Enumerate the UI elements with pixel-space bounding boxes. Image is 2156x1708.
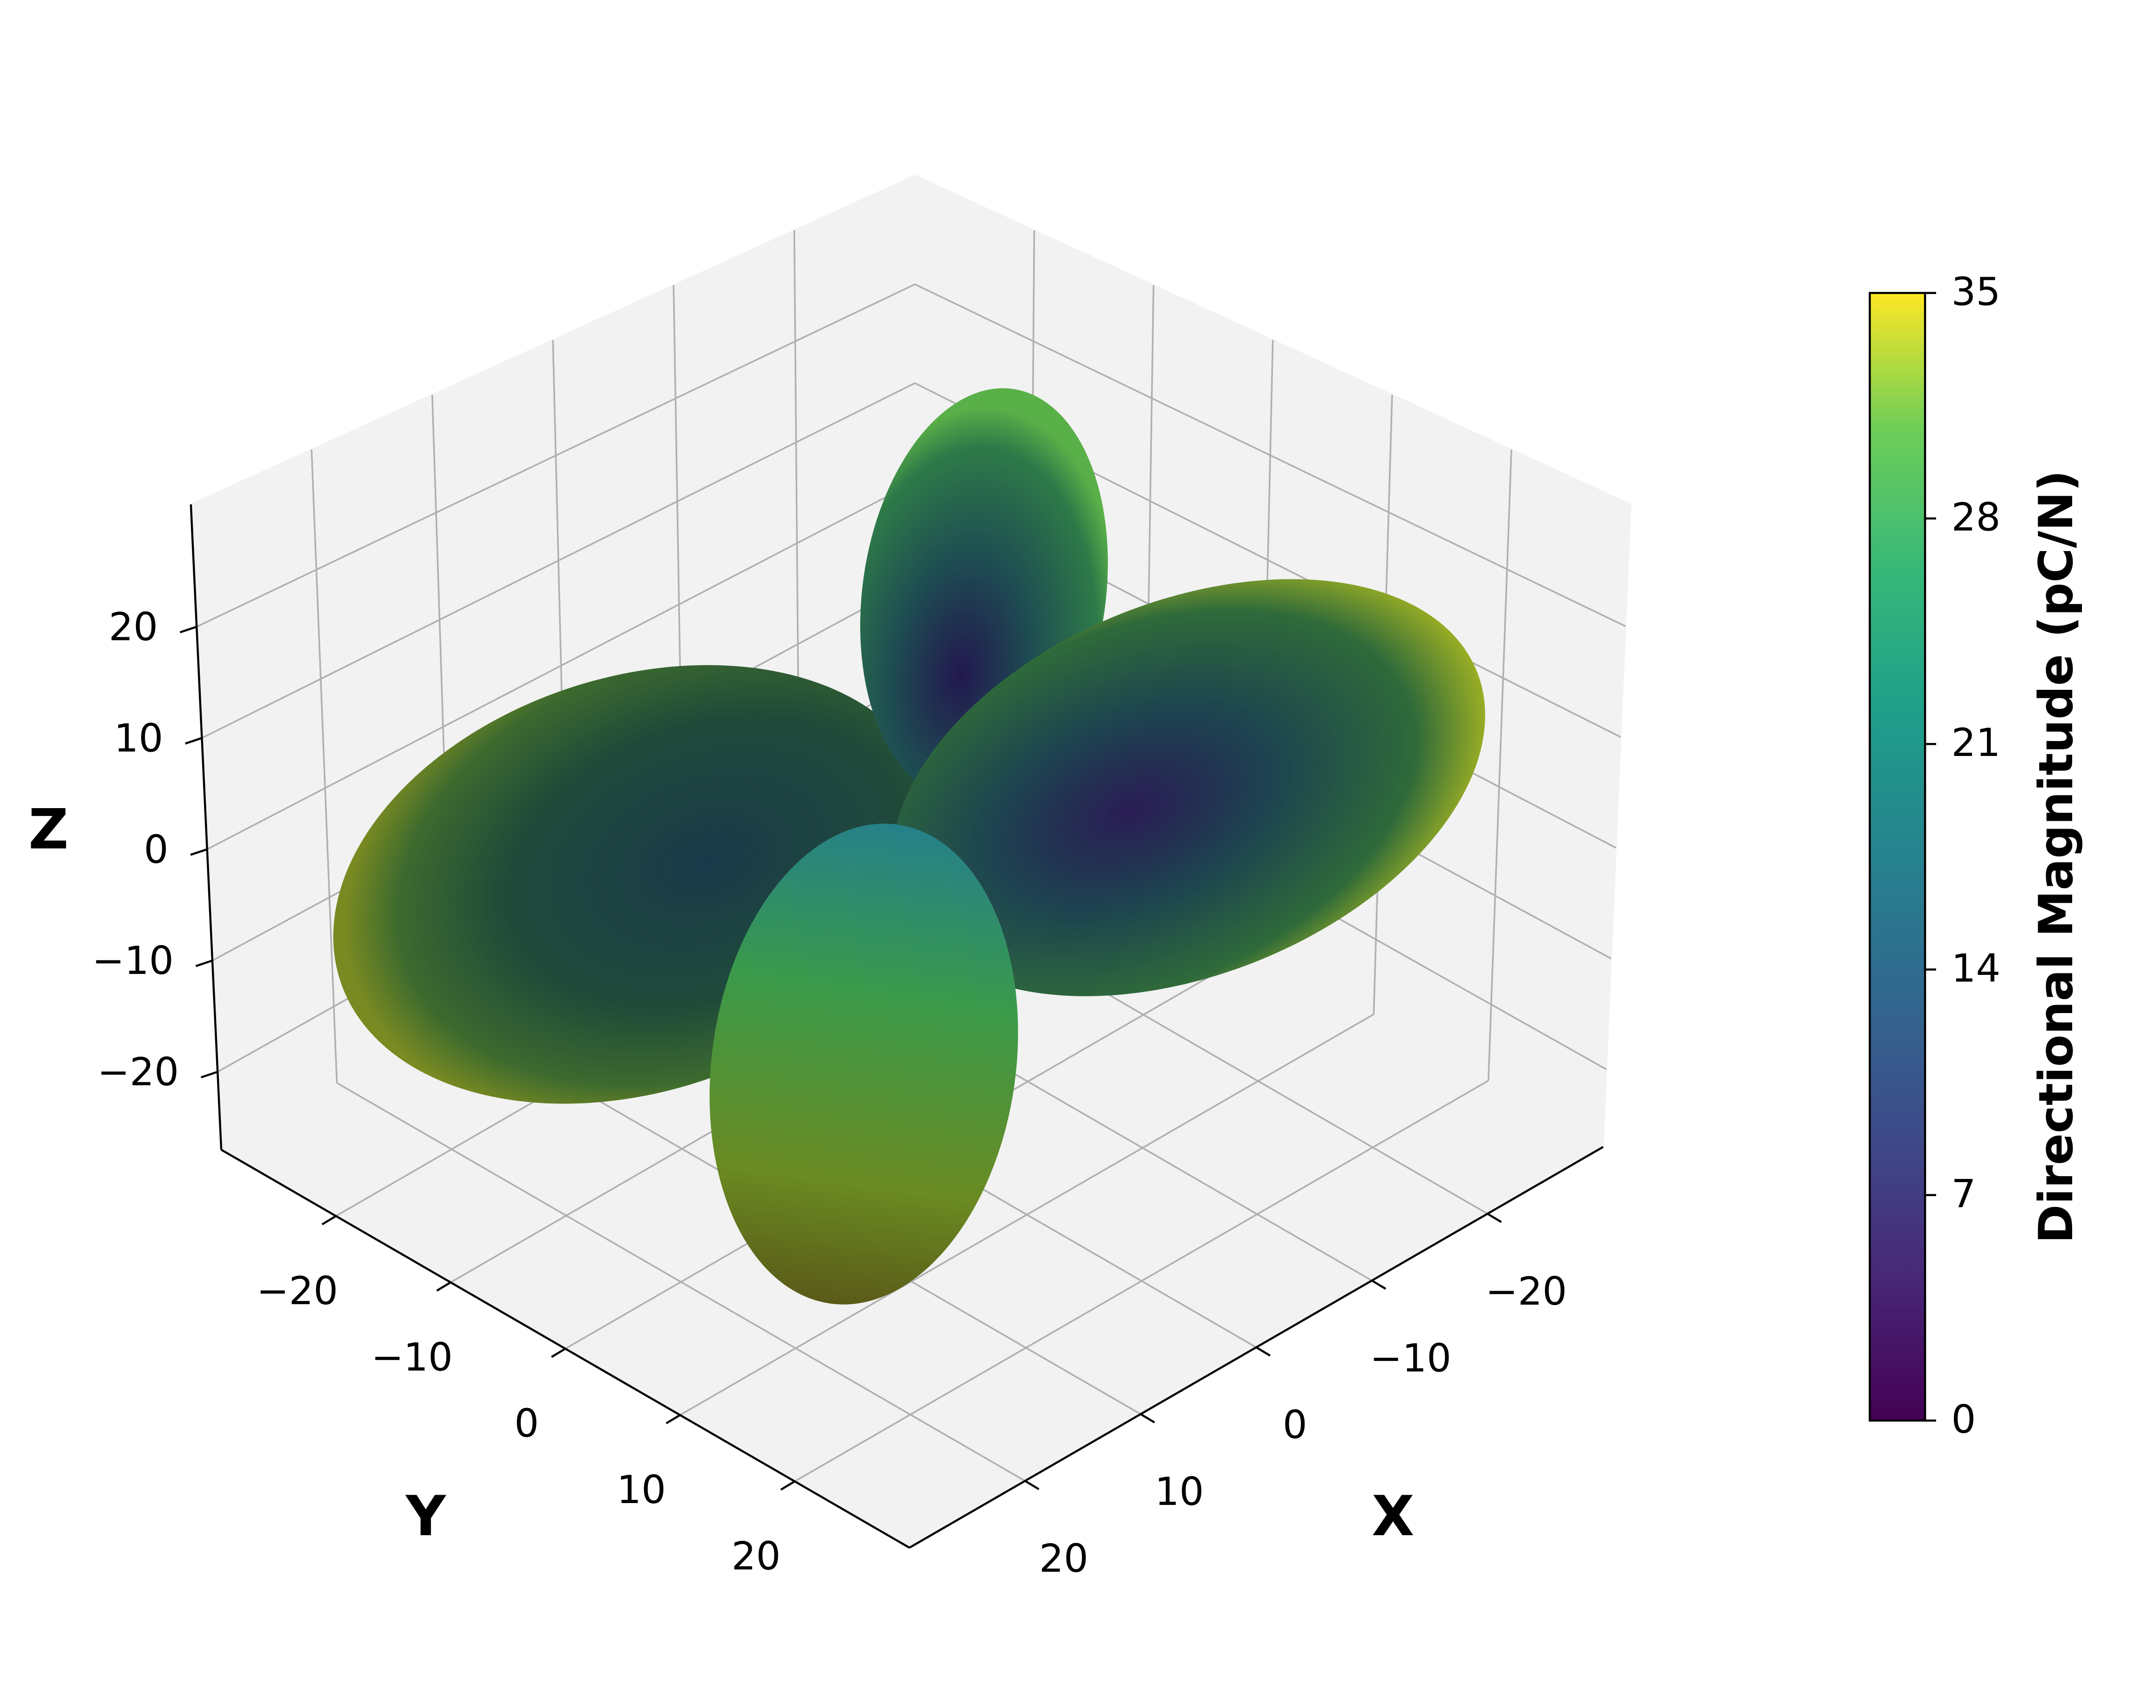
z-tick (190, 848, 208, 856)
z-tick-label: −20 (97, 1049, 179, 1095)
y-tick (780, 1480, 796, 1491)
surface (333, 388, 1485, 1305)
colorbar-tick-label: 21 (1952, 720, 2001, 765)
axes: −20 −10 0 10 20 −20 −10 0 10 20 −20 −10 0 10 20 (92, 504, 1604, 1581)
x-tick-label: 10 (1155, 1469, 1204, 1514)
x-tick (1256, 1346, 1271, 1357)
grid-line (794, 1080, 1489, 1482)
x-tick (1487, 1212, 1502, 1223)
x-tick (1024, 1480, 1040, 1490)
colorbar-tick-label: 35 (1952, 269, 2001, 314)
z-axis-label: Z (28, 797, 68, 862)
grid-line (914, 283, 1626, 627)
z-axis-line (190, 504, 223, 1150)
z-tick-label: 20 (109, 605, 158, 650)
z-tick (185, 737, 203, 745)
y-tick-label: 20 (731, 1534, 781, 1579)
z-tick-label: 0 (144, 827, 169, 872)
y-tick-label: 0 (514, 1401, 539, 1446)
z-tick (195, 959, 213, 967)
colorbar-tick-label: 7 (1952, 1171, 1976, 1217)
x-tick (1140, 1413, 1155, 1423)
y-tick-label: −20 (257, 1268, 338, 1313)
z-tick (179, 626, 197, 633)
y-axis-label: Y (405, 1484, 447, 1548)
x-axis-label: X (1372, 1484, 1414, 1548)
x-tick-label: −10 (1370, 1335, 1451, 1381)
grid-line (311, 449, 338, 1083)
y-tick (666, 1414, 681, 1424)
colorbar-tick-label: 14 (1952, 946, 2001, 991)
y-tick-label: −10 (371, 1334, 453, 1380)
colorbar (1869, 292, 1926, 1422)
grid-line (196, 283, 916, 628)
colorbar-tick-label: 28 (1952, 495, 2001, 540)
y-tick-label: 10 (617, 1467, 666, 1512)
y-tick (436, 1281, 451, 1292)
grid-line (1487, 449, 1512, 1081)
z-tick-label: 10 (114, 715, 163, 761)
z-tick-label: −10 (92, 938, 174, 983)
x-tick-label: 20 (1039, 1536, 1088, 1581)
x-tick-label: 0 (1283, 1402, 1307, 1448)
grid-line (680, 1014, 1374, 1416)
grid-line (201, 382, 916, 739)
surface-lobe (891, 579, 1485, 996)
y-tick (321, 1215, 337, 1225)
z-tick (200, 1071, 218, 1079)
grid-line (206, 481, 916, 851)
colorbar-tick-label: 0 (1952, 1397, 1976, 1442)
x-tick (1371, 1279, 1387, 1290)
colorbar-label: Directional Magnitude (pC/N) (2028, 470, 2083, 1243)
x-tick-label: −20 (1485, 1269, 1567, 1314)
y-tick (551, 1347, 566, 1358)
surface-lobe (709, 823, 1018, 1305)
